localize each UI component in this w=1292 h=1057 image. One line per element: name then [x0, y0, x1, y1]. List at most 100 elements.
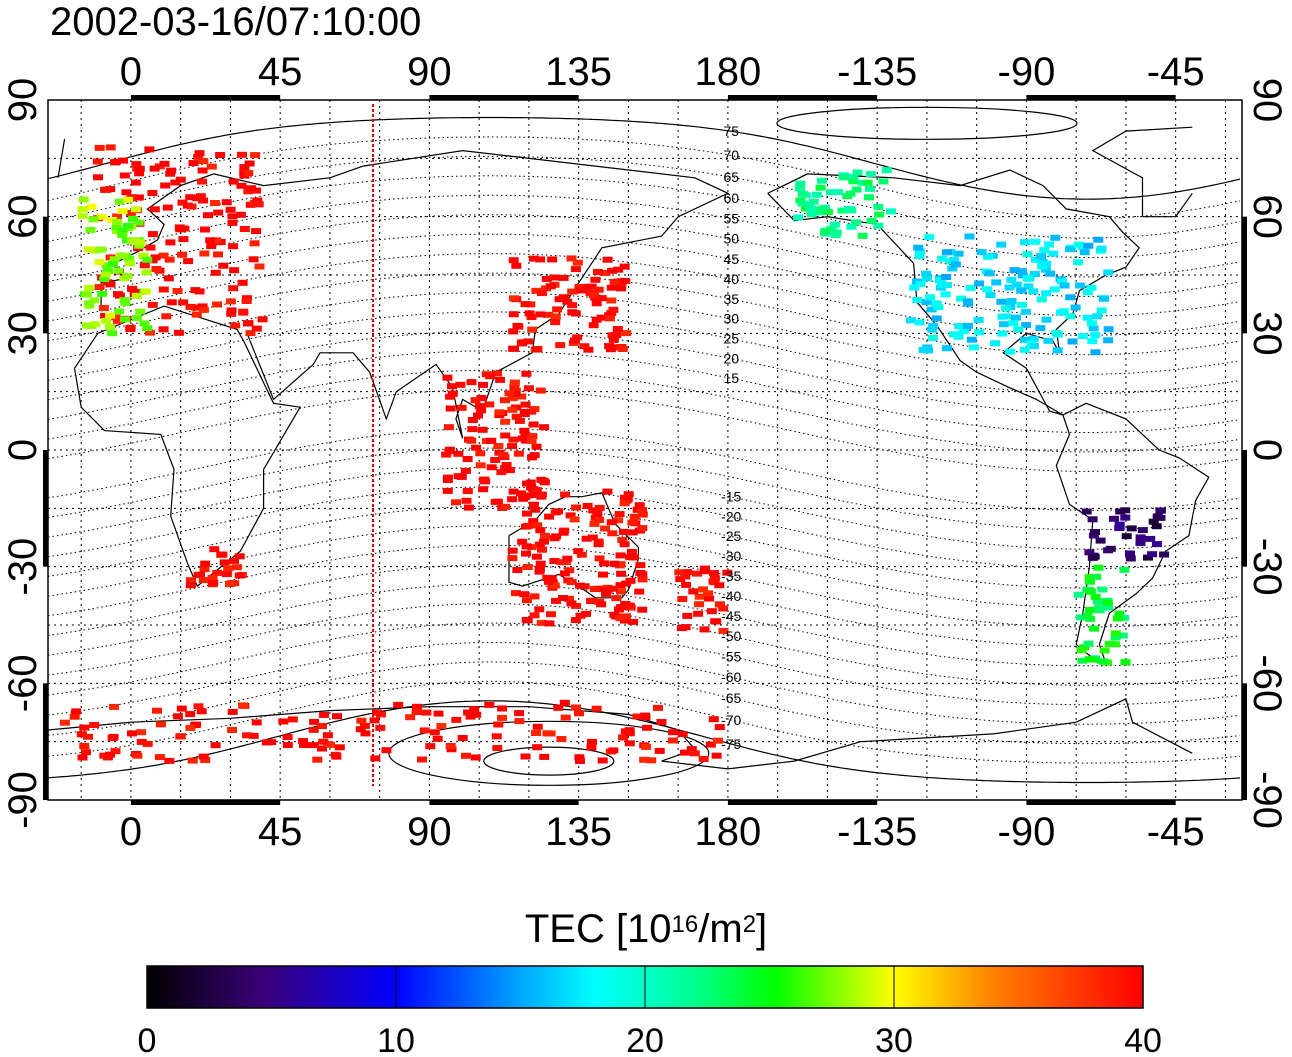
north-america-tec-point [918, 346, 929, 353]
europe-tec-point [194, 150, 205, 157]
south-america-tec-point [1090, 529, 1100, 535]
east-asia-tec-point [592, 269, 603, 275]
west-europe-tec-point [78, 196, 89, 203]
north-america-tec-point [1022, 275, 1033, 282]
south-africa-tec-point [229, 557, 239, 564]
alaska-tec-point [797, 190, 808, 197]
alaska-tec-point [822, 209, 833, 215]
europe-tec-point [221, 199, 232, 206]
alaska-tec-point [846, 223, 857, 230]
southeast-asia-tec-point [508, 436, 519, 443]
magnetic-lat-label: -55 [721, 648, 741, 664]
patagonia-tec-point [1083, 640, 1094, 647]
europe-tec-point [144, 146, 155, 153]
antarctica-tec-point [317, 745, 327, 752]
southeast-asia-tec-point [522, 480, 532, 487]
east-asia-tec-point [535, 311, 546, 318]
north-america-tec-point [1075, 282, 1085, 289]
southeast-asia-tec-point [475, 462, 486, 469]
australia-tec-point [570, 617, 581, 624]
north-america-tec-point [997, 330, 1008, 337]
antarctica-coast [48, 698, 1193, 770]
south-america-tec-point [1095, 537, 1106, 544]
southeast-asia-tec-point [455, 381, 466, 388]
southeast-asia-tec-point [442, 374, 453, 381]
europe-tec-point [161, 313, 172, 320]
antarctica-tec-point [686, 746, 697, 753]
east-asia-tec-point [523, 338, 534, 345]
antarctica-tec-point [105, 751, 116, 758]
east-asia-tec-point [608, 306, 619, 313]
alaska-tec-point [852, 169, 863, 176]
west-europe-tec-point [83, 246, 94, 253]
australia-tec-point [627, 529, 638, 536]
east-asia-tec-point [572, 334, 583, 341]
magnetic-contour [48, 389, 1241, 472]
new-zealand-tec-point [709, 570, 719, 577]
antarctica-tec-point [574, 710, 584, 717]
north-america-tec-point [915, 248, 925, 255]
west-europe-tec-point [133, 219, 144, 226]
west-europe-tec-point [114, 198, 125, 205]
europe-tec-point [226, 307, 237, 314]
north-america-tec-point [1036, 296, 1047, 303]
antarctica-tec-point [77, 754, 88, 761]
patagonia-tec-point [1085, 606, 1096, 613]
australia-tec-point [607, 530, 618, 537]
south-america-tec-point [1125, 555, 1136, 562]
west-europe-tec-point [89, 297, 100, 304]
east-asia-tec-point [570, 266, 581, 273]
southeast-asia-tec-point [475, 450, 486, 457]
southeast-asia-tec-point [514, 417, 525, 424]
west-europe-tec-point [135, 308, 146, 315]
west-europe-tec-point [96, 213, 107, 220]
australia-tec-point [581, 610, 592, 617]
antarctica-tec-point [152, 707, 162, 714]
southeast-asia-tec-point [507, 406, 518, 413]
antarctica-tec-point [539, 753, 550, 760]
magnetic-contour [48, 486, 1241, 570]
north-america-tec-point [941, 274, 952, 280]
antarctica-tec-point [69, 713, 80, 720]
north-america-tec-point [1041, 260, 1052, 267]
east-asia-tec-point [607, 267, 618, 274]
europe-tec-point [238, 308, 249, 315]
magnetic-contour [48, 642, 1241, 725]
europe-tec-point [230, 322, 241, 329]
north-america-tec-point [1086, 284, 1097, 291]
australia-tec-point [594, 504, 605, 511]
north-america-tec-point [931, 315, 942, 322]
europe-tec-point [239, 164, 250, 171]
east-asia-tec-point [606, 284, 617, 291]
patagonia-tec-point [1084, 574, 1095, 581]
europe-tec-point [206, 163, 217, 170]
australia-tec-point [559, 570, 570, 577]
north-america-tec-point [947, 265, 958, 272]
patagonia-tec-point [1085, 615, 1096, 622]
north-america-tec-point [941, 249, 952, 256]
north-america-tec-point [1057, 278, 1068, 285]
australia-tec-point [621, 580, 632, 587]
alaska-tec-point [838, 174, 849, 181]
east-asia-tec-point [508, 328, 519, 335]
antarctica-tec-point [359, 722, 370, 729]
antarctica-tec-point [334, 744, 345, 751]
bottom-lon-tick-label: -135 [837, 810, 917, 854]
antarctica-tec-point [411, 709, 422, 715]
australia-tec-point [556, 559, 567, 566]
north-america-tec-point [1019, 346, 1030, 353]
antarctica-tec-point [393, 701, 404, 708]
europe-tec-point [211, 237, 222, 244]
australia-tec-point [637, 511, 648, 518]
magnetic-contour [48, 194, 1241, 278]
europe-tec-point [243, 170, 254, 177]
patagonia-tec-point [1119, 614, 1130, 621]
antarctica-tec-point [451, 716, 462, 723]
australia-tec-point [613, 517, 624, 524]
south-america-tec-point [1151, 523, 1162, 530]
antarctica-tec-point [469, 706, 480, 713]
australia-tec-point [600, 525, 611, 532]
east-asia-tec-point [566, 255, 577, 262]
antarctica-tec-point [319, 711, 330, 718]
north-america-coast [767, 169, 1140, 416]
